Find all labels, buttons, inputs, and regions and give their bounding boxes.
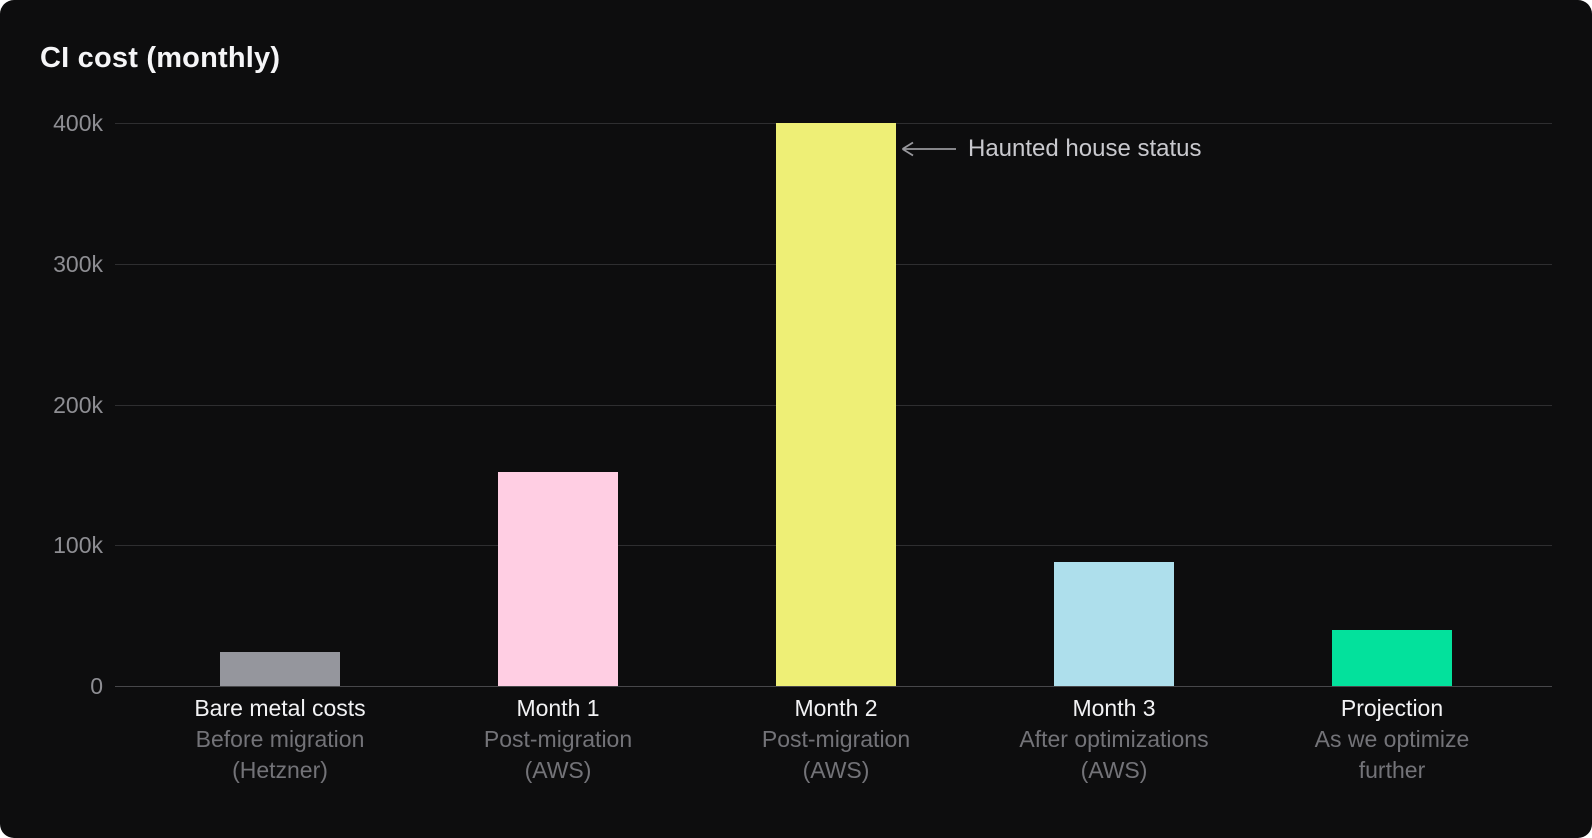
category-subtitle: After optimizations (AWS) bbox=[1019, 726, 1209, 783]
bar-month-2 bbox=[776, 123, 896, 686]
category-subtitle: Before migration (Hetzner) bbox=[195, 726, 365, 783]
chart-title: CI cost (monthly) bbox=[40, 42, 281, 74]
category-label-month-2: Month 2 Post-migration (AWS) bbox=[686, 693, 986, 786]
category-title: Month 2 bbox=[794, 695, 878, 721]
left-arrow-icon bbox=[902, 141, 956, 157]
category-subtitle: As we optimize further bbox=[1314, 726, 1470, 783]
category-subtitle: Post-migration (AWS) bbox=[483, 726, 633, 783]
y-tick-label-400k: 400k bbox=[53, 110, 103, 136]
y-tick-label-300k: 300k bbox=[53, 250, 103, 277]
annotation-text: Haunted house status bbox=[968, 135, 1202, 162]
bar-month-1 bbox=[498, 472, 618, 686]
category-label-projection: Projection As we optimize further bbox=[1242, 693, 1542, 786]
annotation-haunted-house: Haunted house status bbox=[899, 136, 1202, 162]
category-subtitle: Post-migration (AWS) bbox=[761, 726, 911, 783]
category-title: Month 3 bbox=[1072, 695, 1156, 721]
y-tick-label-200k: 200k bbox=[53, 391, 103, 418]
bar-projection bbox=[1332, 629, 1452, 686]
category-label-month-1: Month 1 Post-migration (AWS) bbox=[408, 693, 708, 786]
bar-month-3 bbox=[1054, 562, 1174, 686]
category-title: Projection bbox=[1340, 695, 1444, 721]
category-label-bare-metal-costs: Bare metal costs Before migration (Hetzne… bbox=[130, 693, 430, 786]
category-title: Month 1 bbox=[516, 695, 600, 721]
y-tick-label-100k: 100k bbox=[53, 532, 103, 559]
x-axis-line bbox=[115, 686, 1552, 687]
y-tick-label-0: 0 bbox=[90, 673, 103, 699]
bar-bare-metal-costs bbox=[220, 652, 340, 686]
category-title: Bare metal costs bbox=[194, 695, 366, 721]
category-label-month-3: Month 3 After optimizations (AWS) bbox=[964, 693, 1264, 786]
